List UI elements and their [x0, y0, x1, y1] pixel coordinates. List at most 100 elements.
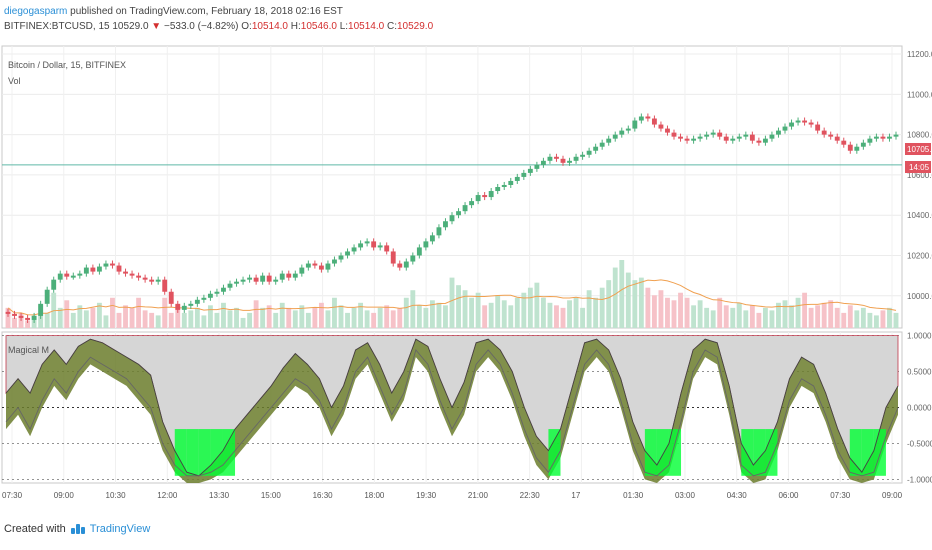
candle-body [834, 136, 840, 141]
main-y-tick-label: 11000.0 [907, 90, 932, 99]
volume-bar [527, 287, 533, 328]
candle-body [149, 279, 155, 282]
candle-body [162, 279, 168, 292]
volume-bar [651, 295, 657, 328]
candle-body [273, 279, 279, 282]
volume-bar [358, 302, 364, 328]
candle-body [880, 136, 886, 139]
candle-body [318, 265, 324, 270]
oversold-highlight [222, 429, 236, 476]
volume-bar [776, 302, 781, 328]
x-tick-label: 13:30 [209, 491, 230, 500]
volume-bar [580, 307, 586, 328]
x-tick-label: 22:30 [520, 491, 541, 500]
candle-body [475, 195, 481, 202]
volume-bar [377, 307, 383, 328]
tradingview-link[interactable]: TradingView [89, 523, 151, 535]
candle-body [429, 235, 435, 242]
candle-body [736, 136, 742, 139]
x-tick-label: 15:00 [261, 491, 282, 500]
candle-body [175, 303, 181, 310]
candle-body [312, 263, 318, 266]
candle-body [364, 241, 370, 244]
candle-body [704, 134, 710, 137]
volume-bar [188, 310, 194, 328]
candle-body [227, 283, 233, 288]
volume-bar [834, 307, 840, 328]
candle-body [684, 138, 690, 141]
volume-bar [25, 320, 31, 328]
volume-bar [181, 312, 187, 328]
candle-body [436, 227, 442, 236]
candle-body [38, 303, 44, 316]
candle-body [580, 154, 586, 157]
indicator-y-tick-label: 0.5000 [907, 368, 932, 377]
candle-body [449, 215, 455, 222]
volume-bar [645, 287, 651, 328]
candle-body [749, 134, 755, 141]
volume-bar [828, 300, 834, 328]
candle-body [723, 136, 729, 141]
indicator-y-tick-label: 0.0000 [907, 404, 932, 413]
volume-bar [253, 300, 259, 328]
volume-bar [762, 307, 768, 328]
candle-body [207, 293, 213, 298]
volume-bar [534, 282, 540, 328]
candle-body [808, 122, 814, 125]
volume-bar [540, 297, 546, 328]
candle-body [841, 140, 847, 145]
candle-body [371, 241, 377, 248]
main-y-tick-label: 10600.0 [907, 171, 932, 180]
countdown-tag [905, 161, 931, 173]
volume-bar [697, 300, 703, 328]
candle-body [64, 273, 70, 277]
candle-body [456, 211, 461, 216]
candle-body [142, 277, 148, 280]
candle-body [5, 311, 11, 314]
x-tick-label: 19:30 [416, 491, 437, 500]
volume-bar [586, 290, 592, 328]
candle-body [815, 124, 821, 131]
chart-canvas[interactable]: 10000.0 10200.0 10400.0 10600.0 10800.0 11000… [0, 0, 932, 515]
volume-bar [469, 297, 475, 328]
candle-body [299, 267, 305, 274]
volume-bar [554, 305, 559, 328]
candle-body [469, 201, 475, 206]
volume-bar [5, 307, 11, 328]
candle-body [567, 160, 572, 163]
author-link[interactable]: diegogasparm [4, 6, 68, 17]
candle-body [423, 241, 429, 248]
candle-body [645, 116, 651, 119]
candle-body [527, 168, 533, 173]
candle-body [377, 245, 383, 248]
candle-body [821, 130, 827, 135]
oversold-highlight [548, 429, 561, 476]
volume-bar [756, 312, 762, 328]
volume-bar [292, 310, 298, 328]
candle-body [854, 146, 860, 151]
volume-bar [678, 292, 683, 328]
candle-body [756, 140, 762, 143]
volume-bar [325, 310, 331, 328]
main-y-tick-label: 10200.0 [907, 251, 932, 260]
volume-bar [795, 297, 801, 328]
volume-bar [514, 297, 520, 328]
volume-bar [429, 300, 435, 328]
volume-bar [887, 307, 892, 328]
candle-body [554, 156, 559, 159]
volume-bar [390, 310, 396, 328]
volume-bar [573, 297, 579, 328]
candle-body [762, 138, 768, 143]
volume-bar [658, 290, 664, 328]
close-label: C: [386, 21, 397, 32]
volume-bar [416, 305, 422, 328]
x-tick-label: 09:00 [54, 491, 75, 500]
candle-body [860, 142, 866, 147]
volume-bar [312, 307, 318, 328]
volume-bar [12, 317, 17, 328]
candle-body [325, 263, 331, 270]
low-label: L: [339, 21, 349, 32]
candle-body [358, 243, 364, 248]
candle-body [397, 263, 403, 268]
volume-bar [730, 307, 736, 328]
